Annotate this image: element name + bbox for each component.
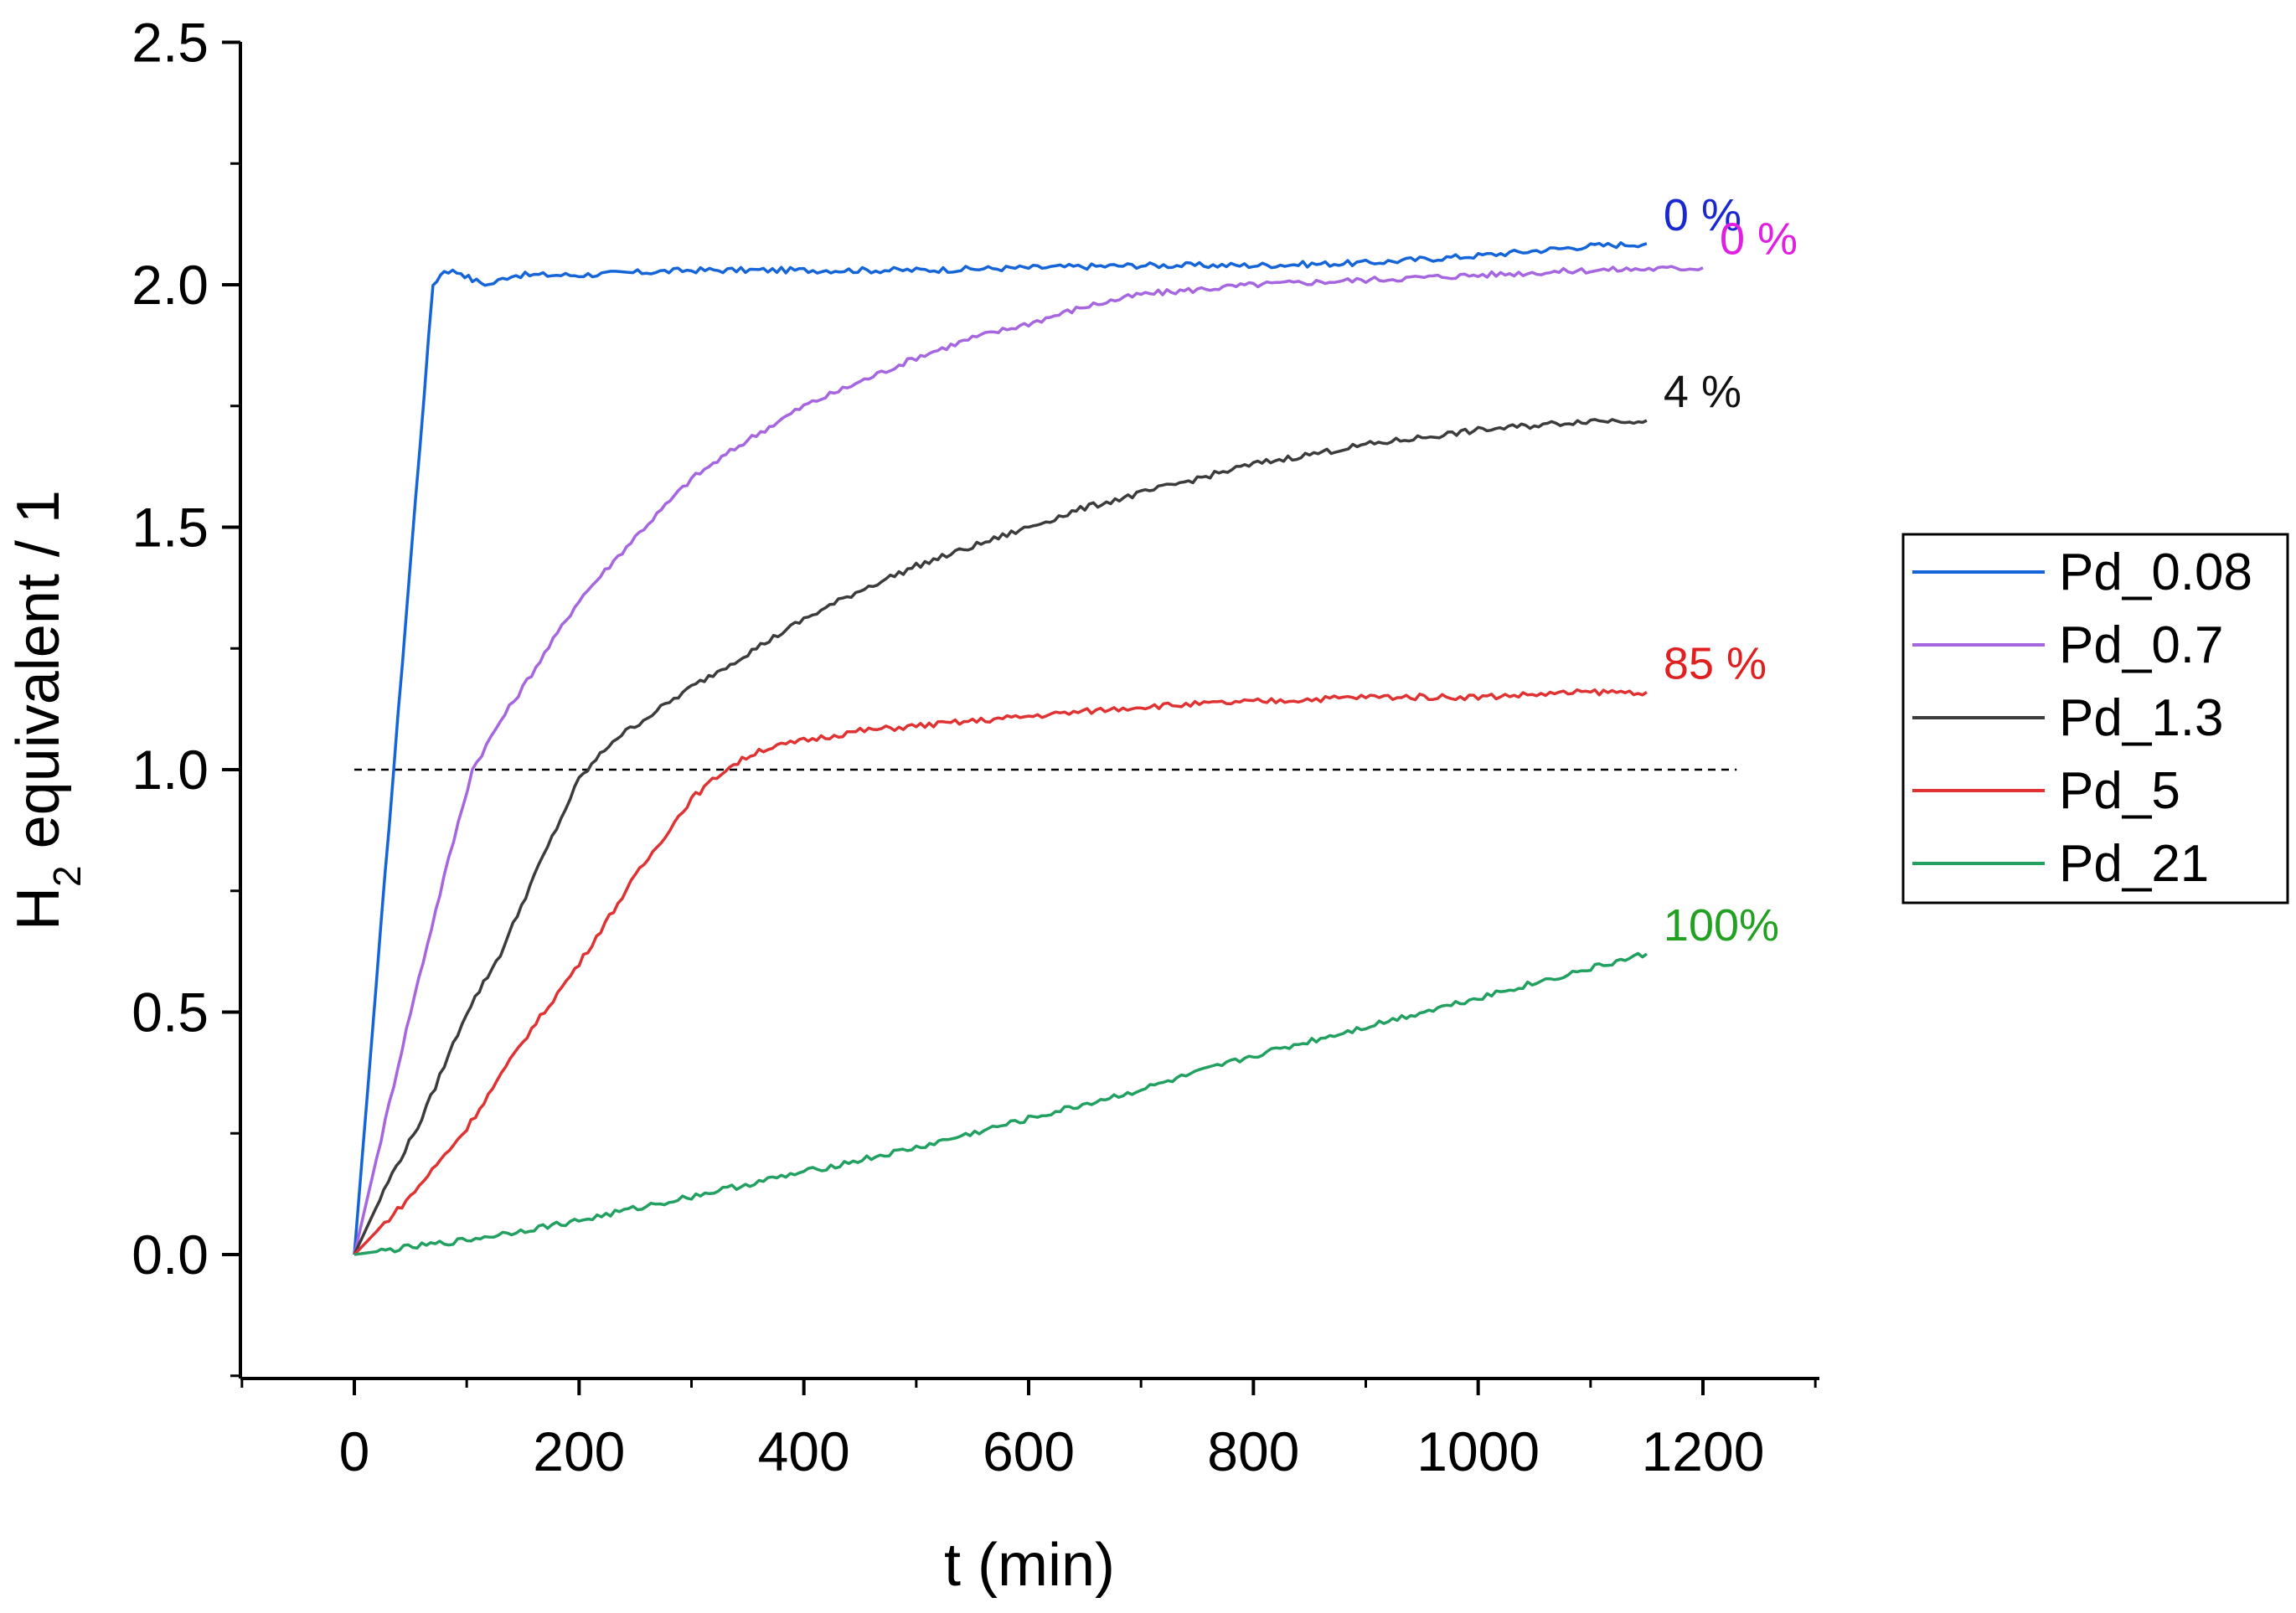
legend: Pd_0.08 Pd_0.7 Pd_1.3 Pd_5 Pd_21 bbox=[1903, 534, 2288, 903]
y-ticks: 0.0 0.5 1.0 1.5 2.0 2.5 bbox=[132, 12, 240, 1376]
legend-label: Pd_0.08 bbox=[2059, 544, 2252, 601]
legend-label: Pd_5 bbox=[2059, 762, 2180, 820]
series-line-pd-5 bbox=[354, 690, 1647, 1255]
annotation-pd-1-3: 4 % bbox=[1664, 367, 1741, 417]
y-axis-title: H2 equivalent / 1 bbox=[5, 490, 89, 930]
annotation-pd-5: 85 % bbox=[1664, 638, 1767, 688]
annotation-pd-21: 100% bbox=[1664, 900, 1779, 951]
y-tick-label: 1.5 bbox=[132, 497, 209, 559]
x-tick-label: 1000 bbox=[1416, 1420, 1540, 1482]
x-tick-label: 0 bbox=[339, 1420, 370, 1482]
x-ticks: 0 200 400 600 800 1000 1200 bbox=[242, 1379, 1815, 1482]
y-tick-label: 0.5 bbox=[132, 982, 209, 1044]
y-axis-title-sub: 2 bbox=[45, 865, 89, 887]
legend-label: Pd_21 bbox=[2059, 835, 2209, 893]
legend-label: Pd_0.7 bbox=[2059, 616, 2224, 674]
annotations: 0 %0 %4 %85 %100% bbox=[1664, 190, 1798, 951]
x-tick-label: 600 bbox=[983, 1420, 1075, 1482]
y-tick-label: 2.0 bbox=[132, 254, 209, 316]
series-line-pd-0-7 bbox=[354, 266, 1703, 1255]
annotation-pd-0-7: 0 % bbox=[1720, 214, 1798, 265]
y-tick-label: 1.0 bbox=[132, 739, 209, 801]
y-tick-label: 2.5 bbox=[132, 12, 209, 74]
chart: 0 200 400 600 800 1000 1200 0.0 0.5 1.0 1.5 2.0 2.5… bbox=[0, 0, 2296, 1613]
series-line-pd-1-3 bbox=[354, 420, 1647, 1255]
series-group bbox=[354, 243, 1703, 1255]
series-line-pd-21 bbox=[354, 954, 1647, 1255]
y-axis-title-main: H bbox=[5, 887, 72, 930]
x-tick-label: 200 bbox=[533, 1420, 625, 1482]
plot-area: 0 200 400 600 800 1000 1200 0.0 0.5 1.0 1.5 2.0 2.5… bbox=[132, 12, 1819, 1483]
x-axis-title: t (min) bbox=[944, 1532, 1115, 1599]
legend-label: Pd_1.3 bbox=[2059, 689, 2224, 747]
x-tick-label: 800 bbox=[1207, 1420, 1299, 1482]
series-line-pd-0-08 bbox=[354, 243, 1647, 1255]
y-axis-title-rest: equivalent / 1 bbox=[5, 490, 72, 865]
y-tick-label: 0.0 bbox=[132, 1224, 209, 1286]
x-tick-label: 1200 bbox=[1642, 1420, 1765, 1482]
x-tick-label: 400 bbox=[758, 1420, 850, 1482]
